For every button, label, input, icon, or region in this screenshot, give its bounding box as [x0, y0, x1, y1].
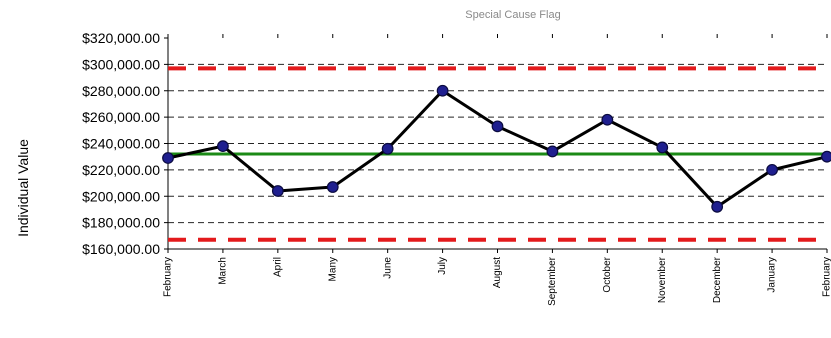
y-axis-label: Individual Value [15, 139, 31, 237]
data-point-marker [326, 181, 339, 193]
data-point-marker [766, 163, 778, 176]
x-tick-label: Many [327, 257, 338, 281]
x-tick-label: March [218, 257, 229, 285]
x-tick-label: June [382, 257, 393, 279]
data-point-marker [546, 145, 559, 158]
x-tick-label: February [822, 257, 831, 297]
y-tick-label: $200,000.00 [82, 188, 160, 204]
y-tick-label: $260,000.00 [82, 109, 160, 125]
chart-title: Special Cause Flag [465, 9, 560, 21]
y-tick-label: $160,000.00 [82, 241, 160, 257]
data-point-marker [217, 140, 229, 153]
data-point-marker [436, 84, 449, 97]
x-tick-label: October [602, 256, 613, 292]
x-tick-label: December [712, 256, 723, 303]
y-tick-label: $220,000.00 [82, 162, 160, 178]
data-point-marker [491, 120, 504, 133]
x-tick-label: April [272, 257, 283, 277]
x-tick-label: July [437, 257, 448, 275]
x-tick-label: September [547, 256, 558, 306]
y-tick-label: $300,000.00 [82, 56, 160, 72]
data-point-marker [601, 113, 614, 126]
x-tick-label: November [657, 256, 668, 303]
data-point-marker [821, 150, 831, 163]
data-point-marker [381, 142, 394, 155]
y-tick-label: $240,000.00 [82, 136, 160, 152]
data-point-marker [711, 200, 724, 213]
y-tick-label: $320,000.00 [82, 30, 160, 46]
data-point-marker [162, 152, 174, 164]
data-point-marker [271, 185, 284, 197]
x-tick-label: August [492, 257, 503, 288]
x-tick-label: January [767, 257, 778, 293]
series-line [166, 89, 829, 209]
data-point-marker [656, 141, 669, 154]
x-tick-label: February [163, 257, 174, 297]
y-tick-label: $180,000.00 [82, 215, 160, 231]
y-tick-label: $280,000.00 [82, 83, 160, 99]
